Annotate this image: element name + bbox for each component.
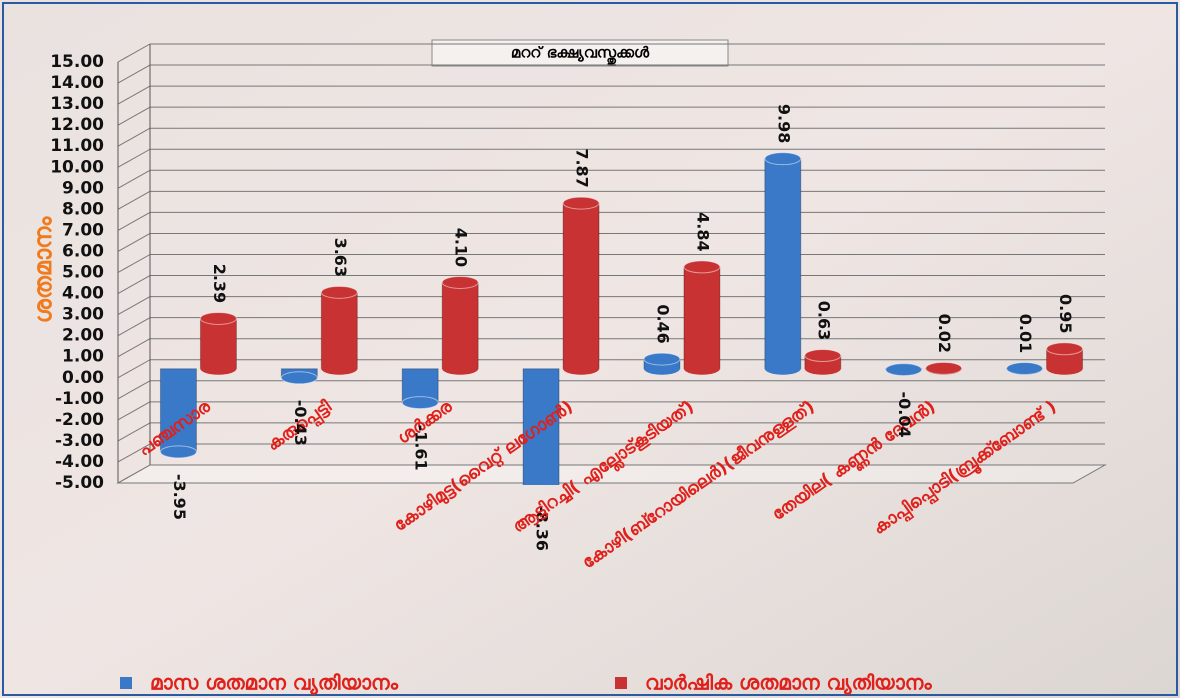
bar-cap <box>764 152 802 166</box>
y-tick-label: 7.00 <box>62 220 104 240</box>
bar-cap <box>1046 342 1084 356</box>
bar-end <box>1046 362 1083 375</box>
bar-cap <box>562 196 600 210</box>
grid-line <box>117 317 151 337</box>
value-label: -0.04 <box>895 392 914 438</box>
grid-line <box>117 64 151 84</box>
legend-swatch <box>120 677 132 689</box>
bar <box>522 368 560 485</box>
bar-cap <box>159 445 197 459</box>
y-tick-label: 15.00 <box>50 52 104 72</box>
legend-label: വാർഷിക ശതമാന വ്യതിയാനം <box>645 671 932 696</box>
grid-line <box>117 254 151 273</box>
bar <box>320 291 358 370</box>
y-axis-label: ശതമാനം <box>29 216 57 324</box>
y-tick-label: 9.00 <box>62 178 104 198</box>
y-tick-label: 0.00 <box>62 368 104 388</box>
bar-end <box>442 362 479 375</box>
bar-cap <box>1006 362 1044 376</box>
legend-label: മാസ ശതമാന വ്യതിയാനം <box>150 671 399 696</box>
bar-end <box>200 362 237 375</box>
y-tick-label: -2.00 <box>55 410 104 430</box>
bar-end <box>643 362 680 375</box>
grid-line <box>117 233 151 252</box>
y-tick-label: 11.00 <box>50 136 104 156</box>
y-tick-label: 8.00 <box>62 199 104 219</box>
bar-cap <box>199 311 237 325</box>
bar-cap <box>320 285 358 299</box>
grid-line <box>117 443 151 463</box>
y-tick-label: -1.00 <box>55 389 104 409</box>
bar-end <box>764 362 801 375</box>
value-label: 4.84 <box>693 212 712 251</box>
bar-end <box>321 362 358 375</box>
value-label: 9.98 <box>774 104 793 143</box>
y-tick-label: 2.00 <box>62 326 104 346</box>
grid-line <box>117 359 151 379</box>
grid-line <box>117 401 151 421</box>
bar-cap <box>804 348 842 362</box>
y-tick-label: 10.00 <box>50 157 104 177</box>
bar <box>683 266 721 370</box>
y-tick-label: 5.00 <box>62 263 104 283</box>
grid-line <box>117 275 151 294</box>
grid-line <box>117 127 151 147</box>
grid-line <box>117 43 151 63</box>
bar <box>764 158 802 370</box>
bar-end <box>563 362 600 375</box>
value-label: 4.10 <box>452 228 471 267</box>
bar-cap <box>925 361 963 375</box>
value-label: 3.63 <box>331 238 350 277</box>
y-tick-label: 13.00 <box>50 94 104 114</box>
y-tick-label: -3.00 <box>55 431 104 451</box>
y-tick-label: 14.00 <box>50 73 104 93</box>
grid-line <box>117 296 151 316</box>
legend-swatch <box>615 677 627 689</box>
value-label: -1.61 <box>412 425 431 471</box>
grid-line <box>117 380 151 400</box>
y-tick-label: 1.00 <box>62 347 104 367</box>
value-label: 7.87 <box>573 148 592 187</box>
value-label: 0.01 <box>1016 314 1035 353</box>
y-tick-label: 4.00 <box>62 284 104 304</box>
bar-cap <box>643 352 681 366</box>
value-label: 0.95 <box>1056 294 1075 333</box>
grid-line <box>117 190 151 210</box>
bar-cap <box>683 260 721 274</box>
bar-cap <box>280 371 318 385</box>
bar <box>159 368 197 453</box>
grid-line <box>117 148 151 168</box>
y-tick-label: 12.00 <box>50 115 104 135</box>
bar <box>441 281 479 370</box>
grid-line <box>117 169 151 189</box>
bar-cap <box>885 363 923 377</box>
y-tick-label: -4.00 <box>55 452 104 472</box>
grid-line <box>117 106 151 126</box>
y-tick-label: 6.00 <box>62 241 104 261</box>
bar <box>562 202 600 370</box>
value-label: 0.02 <box>935 314 954 353</box>
bar-cap <box>401 396 439 410</box>
bar-cap <box>441 275 479 289</box>
grid-line <box>117 211 151 231</box>
grid-line <box>117 338 151 358</box>
value-label: 0.63 <box>814 301 833 340</box>
value-label: -3.95 <box>170 474 189 520</box>
value-label: -0.43 <box>291 400 310 446</box>
grid-line <box>117 422 151 442</box>
value-label: 2.39 <box>210 264 229 303</box>
value-label: -8.36 <box>533 505 552 551</box>
y-tick-label: -5.00 <box>55 473 104 493</box>
bar-end <box>683 362 720 375</box>
bar-end <box>804 362 841 375</box>
bar <box>199 317 237 370</box>
floor <box>116 464 1107 484</box>
chart-title: മററ് ഭക്ഷ്യവസ്തുക്കൾ <box>511 44 650 67</box>
grid-line <box>117 85 151 105</box>
y-tick-label: 3.00 <box>62 305 104 325</box>
value-label: 0.46 <box>653 304 672 343</box>
